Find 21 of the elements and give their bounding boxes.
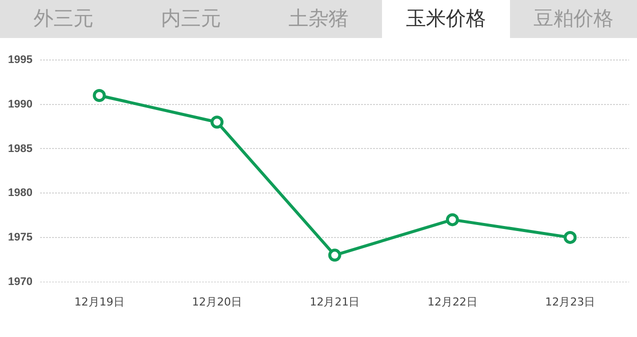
point bbox=[446, 213, 459, 226]
x-tick-label: 12月23日 bbox=[545, 295, 596, 308]
y-tick-label: 1975 bbox=[8, 231, 32, 244]
y-tick-label: 1995 bbox=[8, 54, 32, 66]
y-tick-label: 1990 bbox=[8, 98, 32, 110]
text: 土杂猪 bbox=[288, 5, 350, 32]
x-tick-label: 12月21日 bbox=[310, 295, 360, 308]
point bbox=[328, 248, 342, 262]
point bbox=[564, 230, 577, 244]
y-tick-label: 1980 bbox=[8, 187, 32, 200]
text: 豆粕价格 bbox=[532, 5, 614, 32]
y-tick-label: 1970 bbox=[8, 276, 32, 288]
point bbox=[92, 88, 106, 102]
x-tick-label: 12月20日 bbox=[192, 295, 242, 308]
x-tick-label: 12月22日 bbox=[427, 295, 478, 308]
text: 外三元 bbox=[32, 5, 95, 32]
point bbox=[210, 116, 224, 129]
y-tick-label: 1985 bbox=[8, 142, 32, 155]
x-tick-label: 12月19日 bbox=[74, 295, 124, 308]
text: 内三元 bbox=[160, 5, 222, 32]
text: 玉米价格 bbox=[382, 0, 510, 38]
